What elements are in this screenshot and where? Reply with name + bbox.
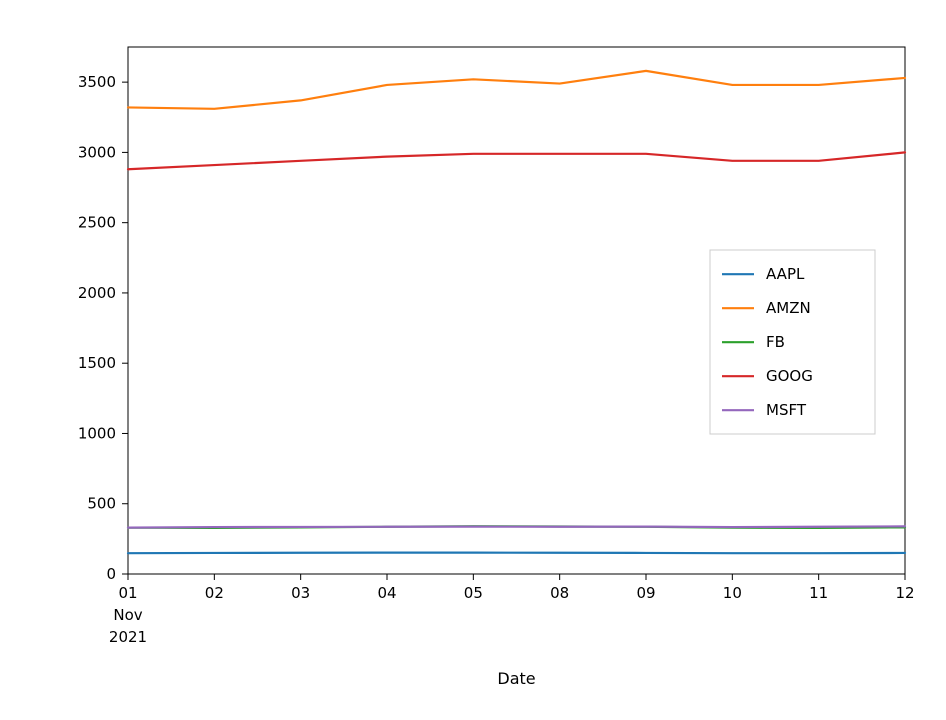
y-tick-label: 3500 — [78, 73, 116, 91]
x-tick-label: 12 — [895, 584, 914, 602]
legend: AAPL AMZN FB GOOG MSFT — [710, 250, 875, 434]
line-chart: 0 500 1000 1500 2000 2500 3000 3500 01 02 03 04 05 08… — [0, 0, 946, 720]
chart-container: 0 500 1000 1500 2000 2500 3000 3500 01 02 03 04 05 08… — [0, 0, 946, 720]
y-tick-label: 3000 — [78, 143, 116, 161]
x-tick-label: 10 — [723, 584, 742, 602]
x-sub-label: Nov — [113, 606, 142, 624]
x-tick-label: 05 — [464, 584, 483, 602]
y-tick-label: 0 — [106, 565, 116, 583]
x-tick-label: 09 — [636, 584, 655, 602]
x-tick-label: 08 — [550, 584, 569, 602]
y-tick-label: 1000 — [78, 424, 116, 442]
legend-label-msft: MSFT — [766, 401, 807, 419]
y-tick-label: 1500 — [78, 354, 116, 372]
legend-label-fb: FB — [766, 333, 785, 351]
series-line-amzn — [128, 71, 905, 109]
series-line-msft — [128, 526, 905, 527]
x-tick-label: 03 — [291, 584, 310, 602]
x-tick-label: 01 — [118, 584, 137, 602]
legend-label-goog: GOOG — [766, 367, 813, 385]
legend-label-aapl: AAPL — [766, 265, 805, 283]
series-line-aapl — [128, 553, 905, 554]
y-tick-label: 2500 — [78, 214, 116, 232]
x-tick-label: 11 — [809, 584, 828, 602]
legend-label-amzn: AMZN — [766, 299, 811, 317]
x-tick-label: 04 — [377, 584, 396, 602]
x-axis-label: Date — [497, 669, 535, 688]
y-tick-label: 2000 — [78, 284, 116, 302]
y-tick-label: 500 — [87, 495, 116, 513]
x-sub-label: 2021 — [109, 628, 147, 646]
series-line-goog — [128, 152, 905, 169]
x-tick-label: 02 — [205, 584, 224, 602]
